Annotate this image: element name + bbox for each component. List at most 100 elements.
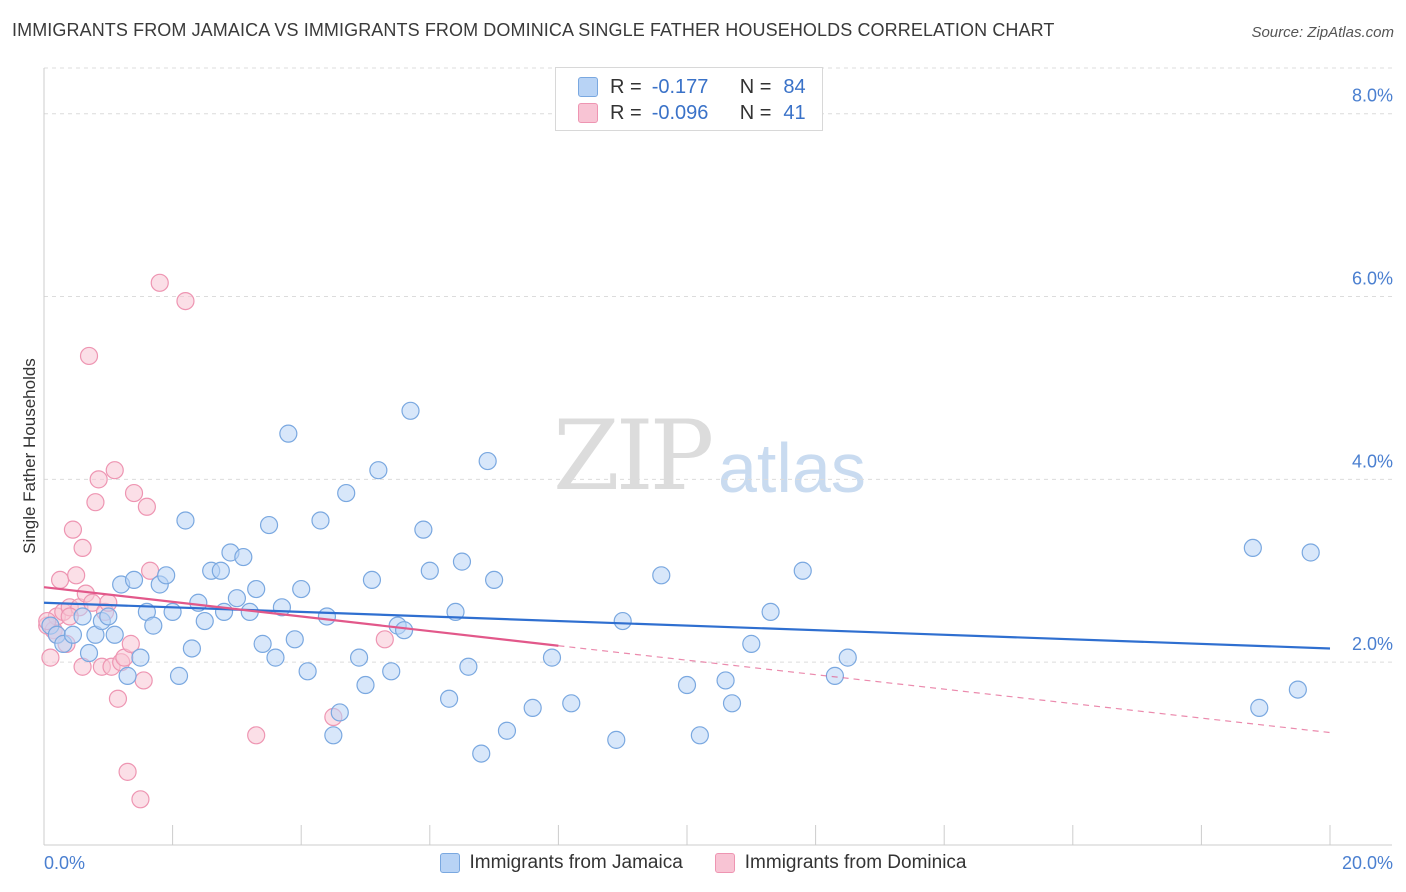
trend-line-dominica-extension [558, 645, 1331, 734]
chart-title: IMMIGRANTS FROM JAMAICA VS IMMIGRANTS FR… [12, 20, 1055, 40]
point-jamaica [742, 634, 761, 653]
point-jamaica [439, 689, 459, 708]
jamaica-legend-swatch [439, 853, 460, 873]
point-jamaica [690, 726, 709, 745]
point-jamaica [144, 616, 163, 635]
trend-line-jamaica [43, 601, 1331, 650]
point-jamaica [266, 648, 285, 667]
point-dominica [375, 630, 394, 649]
point-dominica [86, 493, 105, 512]
point-jamaica [414, 520, 433, 539]
point-jamaica [607, 730, 626, 749]
jamaica-legend-label: Immigrants from Jamaica [469, 852, 683, 873]
legend-n-value-1: 84 [783, 75, 806, 98]
point-jamaica [793, 561, 812, 580]
point-jamaica [362, 570, 382, 590]
point-jamaica [497, 721, 517, 740]
point-jamaica [1243, 538, 1262, 558]
legend-row-jamaica: R = -0.177 N = 84 [578, 74, 806, 100]
point-dominica [89, 470, 108, 489]
point-jamaica [485, 570, 504, 590]
trend-line-dominica [43, 586, 559, 647]
point-jamaica [99, 607, 118, 626]
x-tick-label-end: 20.0% [1342, 853, 1393, 873]
point-jamaica [452, 552, 472, 571]
point-dominica [108, 689, 128, 708]
legend-r-label-1: R = [610, 75, 642, 98]
point-jamaica [394, 621, 414, 640]
point-dominica [41, 648, 60, 667]
legend-n-value-2: 41 [783, 101, 806, 124]
y-tick-label: 6.0% [1352, 269, 1393, 289]
point-jamaica [227, 589, 246, 608]
tick-labels: 2.0% 4.0% 6.0% 8.0% 0.0% 20.0% [44, 86, 1393, 873]
point-jamaica [105, 625, 124, 644]
correlation-legend: R = -0.177 N = 84 R = -0.096 N = 41 [555, 67, 823, 131]
point-jamaica [349, 648, 369, 667]
point-jamaica [124, 570, 144, 590]
point-jamaica [401, 401, 420, 420]
point-jamaica [157, 566, 176, 585]
point-jamaica [562, 694, 581, 713]
point-dominica [124, 483, 144, 503]
point-dominica [73, 538, 92, 558]
point-jamaica [131, 648, 150, 667]
point-dominica [150, 273, 169, 292]
point-jamaica [1288, 680, 1307, 699]
point-dominica [137, 497, 156, 516]
point-jamaica [176, 511, 195, 530]
point-jamaica [761, 602, 780, 622]
point-dominica [247, 726, 266, 745]
point-jamaica [182, 639, 201, 658]
point-jamaica [259, 515, 279, 535]
point-jamaica [163, 602, 182, 622]
point-jamaica [169, 666, 189, 685]
point-jamaica [1301, 543, 1320, 562]
point-jamaica [478, 451, 497, 471]
point-jamaica [722, 694, 742, 713]
point-jamaica [195, 611, 214, 631]
x-tick-label-start: 0.0% [44, 853, 85, 873]
legend-n-label-1: N = [739, 75, 772, 98]
point-jamaica [1250, 698, 1269, 717]
point-dominica [67, 566, 86, 585]
point-jamaica [118, 666, 137, 685]
point-jamaica [613, 611, 632, 631]
source-label: Source: ZipAtlas.com [1251, 24, 1394, 41]
point-jamaica [459, 657, 478, 676]
point-jamaica [838, 648, 857, 667]
dominica-legend-label: Immigrants from Dominica [744, 852, 967, 873]
point-jamaica [825, 666, 844, 685]
point-dominica [79, 346, 99, 366]
point-dominica [118, 762, 137, 781]
point-jamaica [542, 648, 562, 667]
watermark-atlas: atlas [718, 429, 866, 507]
point-jamaica [382, 662, 401, 681]
point-jamaica [247, 579, 266, 599]
point-jamaica [73, 607, 92, 626]
trend-lines [43, 586, 1331, 734]
grid-lines [44, 67, 1392, 663]
point-jamaica [79, 643, 99, 663]
axes [43, 68, 1392, 846]
point-jamaica [652, 566, 671, 585]
legend-row-dominica: R = -0.096 N = 41 [578, 100, 806, 126]
point-dominica [134, 671, 153, 690]
point-dominica [121, 634, 140, 653]
point-dominica [176, 292, 195, 311]
bottom-legend-jamaica: Immigrants from Jamaica [439, 852, 683, 874]
dominica-swatch [578, 103, 598, 123]
point-jamaica [298, 662, 317, 681]
point-jamaica [337, 483, 356, 503]
watermark-zip: ZIP [553, 400, 714, 512]
legend-r-value-1: -0.177 [651, 75, 709, 98]
point-jamaica [292, 579, 311, 599]
point-jamaica [716, 671, 735, 690]
bottom-legend: Immigrants from Jamaica Immigrants from … [0, 852, 1406, 874]
series-jamaica-points [41, 401, 1320, 763]
point-jamaica [472, 744, 491, 763]
point-dominica [131, 790, 150, 809]
point-dominica [50, 570, 70, 590]
point-jamaica [330, 703, 349, 722]
